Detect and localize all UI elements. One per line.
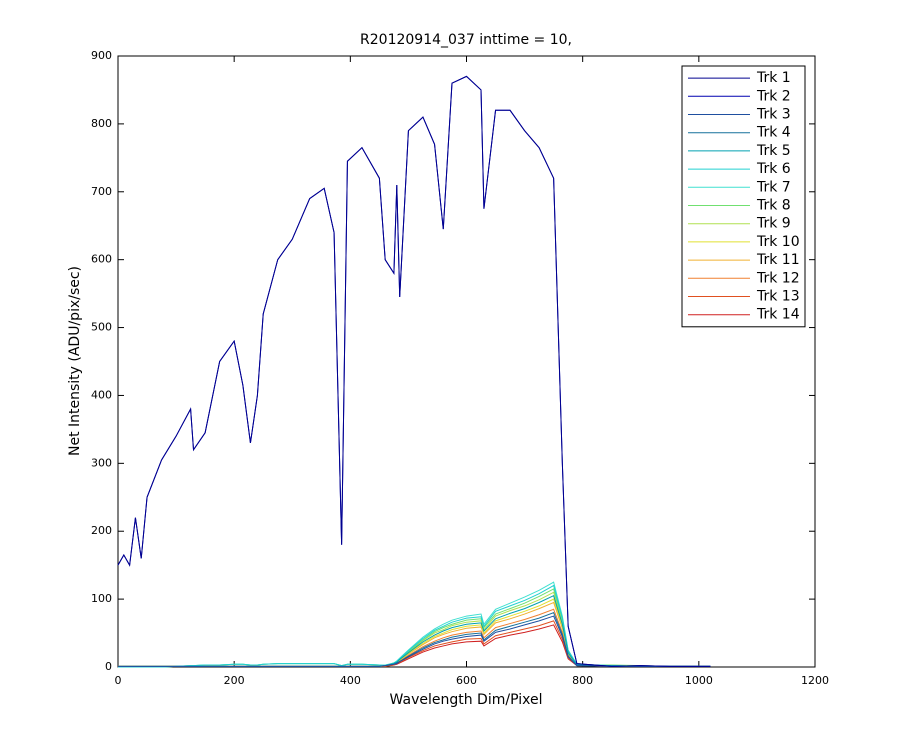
y-tick-label: 200	[91, 524, 112, 537]
y-tick-label: 100	[91, 592, 112, 605]
legend-label: Trk 4	[756, 125, 791, 141]
legend-label: Trk 13	[756, 289, 800, 305]
legend-label: Trk 11	[756, 252, 800, 268]
series-line	[118, 615, 711, 667]
x-tick-label: 1000	[685, 674, 713, 687]
x-tick-label: 800	[572, 674, 593, 687]
x-tick-label: 400	[340, 674, 361, 687]
legend-label: Trk 6	[756, 161, 791, 177]
legend	[681, 65, 806, 328]
y-tick-label: 0	[105, 660, 112, 673]
legend-label: Trk 5	[756, 143, 791, 159]
chart-title: R20120914_037 inttime = 10,	[360, 32, 572, 48]
x-axis-label: Wavelength Dim/Pixel	[390, 692, 543, 708]
legend-label: Trk 7	[756, 179, 791, 195]
legend-label: Trk 8	[756, 198, 791, 214]
y-tick-label: 800	[91, 117, 112, 130]
y-tick-label: 400	[91, 388, 112, 401]
legend-label: Trk 14	[756, 307, 800, 323]
y-tick-label: 900	[91, 49, 112, 62]
x-tick-label: 1200	[801, 674, 829, 687]
series-line	[118, 584, 711, 668]
y-axis-label: Net Intensity (ADU/pix/sec)	[67, 266, 83, 456]
y-tick-label: 300	[91, 456, 112, 469]
legend-label: Trk 3	[756, 107, 791, 123]
x-tick-label: 0	[115, 674, 122, 687]
legend-label: Trk 9	[756, 216, 791, 232]
x-tick-label: 200	[224, 674, 245, 687]
y-tick-label: 600	[91, 253, 112, 266]
y-tick-label: 500	[91, 321, 112, 334]
x-tick-label: 600	[456, 674, 477, 687]
legend-label: Trk 2	[756, 88, 791, 104]
legend-label: Trk 12	[756, 270, 800, 286]
legend-label: Trk 10	[756, 234, 800, 250]
legend-label: Trk 1	[756, 70, 791, 86]
y-tick-label: 700	[91, 185, 112, 198]
series-line	[117, 75, 711, 667]
